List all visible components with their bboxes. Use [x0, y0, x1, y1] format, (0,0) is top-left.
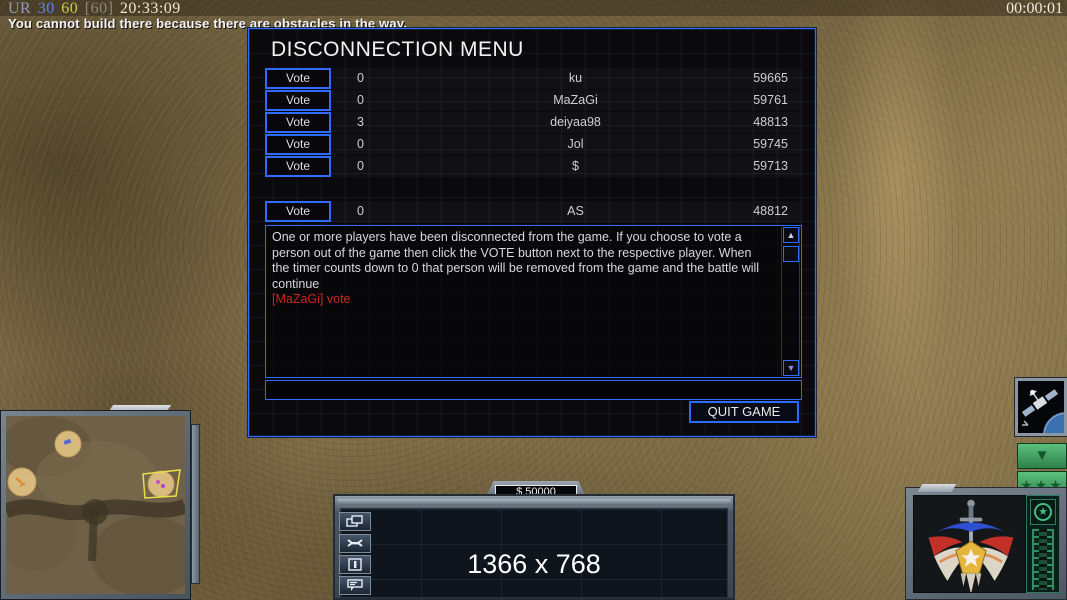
player-row: Vote 0 ku 59665 [265, 68, 802, 89]
player-name: Jol [567, 137, 584, 151]
portrait-image [913, 495, 1026, 593]
status-bar: UR 30 60 [60] 20:33:09 [8, 0, 183, 18]
command-bar-frame [333, 494, 735, 600]
minimap[interactable] [6, 416, 185, 594]
player-name: ku [568, 71, 583, 85]
chat-sign-button[interactable] [339, 576, 371, 595]
scroll-up-button[interactable]: ▲ [783, 227, 799, 243]
command-grid-panel [340, 508, 728, 598]
satellite-icon [1018, 381, 1064, 433]
command-bar: $ 50000 1366 x 768 [333, 481, 735, 600]
vote-button[interactable]: Vote [265, 201, 331, 222]
disconnection-dialog: DISCONNECTION MENU Vote 0 ku 59665 Vote … [248, 28, 816, 437]
player-row: Vote 0 Jol 59745 [265, 134, 802, 155]
info-line: person out of the game then click the VO… [272, 245, 752, 260]
scroll-up-icon: ▲ [786, 230, 796, 240]
quit-game-button[interactable]: QUIT GAME [689, 401, 799, 423]
pause-button[interactable] [339, 555, 371, 574]
vote-button[interactable]: Vote [265, 156, 331, 177]
dialog-title: DISCONNECTION MENU [271, 38, 524, 61]
timeout-value: 48813 [753, 115, 788, 129]
timeout-value: 48812 [753, 204, 788, 218]
scrollbar[interactable]: ▲ ▼ [781, 227, 800, 376]
alert-message: You cannot build there because there are… [8, 16, 408, 31]
player-row: Vote 0 AS 48812 [265, 201, 802, 222]
chat-input[interactable] [265, 380, 802, 400]
player-row: Vote 3 deiyaa98 48813 [265, 112, 802, 133]
resolution-label: 1366 x 768 [467, 549, 601, 579]
status-num-blue: 30 [37, 0, 55, 17]
vote-button[interactable]: Vote [265, 68, 331, 89]
experience-ladder-segments [1039, 529, 1047, 590]
wrench-icon [347, 539, 363, 547]
experience-column: ★ [1026, 495, 1060, 593]
top-shade-strip [0, 0, 1067, 16]
portrait-frame-tab [917, 484, 957, 492]
player-row: Vote 0 $ 59713 [265, 156, 802, 177]
minimap-panel [0, 404, 200, 600]
scroll-down-button[interactable]: ▼ [783, 360, 799, 376]
vote-count: 0 [357, 93, 364, 107]
status-num-bracket: [60] [84, 0, 114, 17]
officer-star-badge: ★ [1030, 499, 1056, 525]
mission-clock: 00:00:01 [1006, 0, 1063, 17]
experience-ladder [1032, 529, 1054, 590]
command-bar-topband [338, 499, 730, 505]
player-row: Vote 0 MaZaGi 59761 [265, 90, 802, 111]
timeout-value: 59761 [753, 93, 788, 107]
windows-icon [346, 515, 363, 527]
player-name: $ [572, 159, 579, 173]
player-name: deiyaa98 [550, 115, 601, 129]
minimap-terrain [6, 416, 185, 594]
vote-button[interactable]: Vote [265, 112, 331, 133]
vote-button[interactable]: Vote [265, 134, 331, 155]
timeout-value: 59665 [753, 71, 788, 85]
vote-button[interactable]: Vote [265, 90, 331, 111]
timeout-value: 59745 [753, 137, 788, 151]
status-num-yellow: 60 [61, 0, 79, 17]
vote-count: 0 [357, 159, 364, 173]
chevron-down-icon: ▼ [1034, 447, 1050, 464]
vote-message-line: [MaZaGi] vote [272, 292, 351, 306]
vote-count: 0 [357, 71, 364, 85]
wrench-button[interactable] [339, 534, 371, 553]
player-name: AS [567, 204, 584, 218]
player-name: MaZaGi [553, 93, 598, 107]
info-textarea: One or more players have been disconnect… [265, 225, 802, 378]
info-line: continue [272, 276, 320, 291]
vote-count: 0 [357, 204, 364, 218]
satellite-view-panel[interactable] [1014, 377, 1067, 437]
officer-star-icon: ★ [1034, 503, 1052, 521]
timeout-value: 59713 [753, 159, 788, 173]
collapse-sidebar-button[interactable]: ▼ [1017, 443, 1067, 469]
vote-count: 0 [357, 137, 364, 151]
minimap-frame-strip [191, 424, 200, 584]
windows-button[interactable] [339, 512, 371, 531]
status-label-ur: UR [8, 0, 32, 17]
pause-icon [348, 558, 362, 571]
usa-general-emblem-icon [928, 499, 1014, 592]
scrollbar-thumb[interactable] [783, 246, 799, 262]
minimap-frame [0, 410, 191, 600]
general-portrait-panel: ★ [905, 484, 1067, 600]
scroll-down-icon: ▼ [786, 363, 796, 373]
info-line: One or more players have been disconnect… [272, 230, 742, 244]
vote-count: 3 [357, 115, 364, 129]
status-time: 20:33:09 [119, 0, 181, 17]
billboard-icon [347, 579, 363, 591]
info-line: the timer counts down to 0 that person w… [272, 261, 760, 275]
